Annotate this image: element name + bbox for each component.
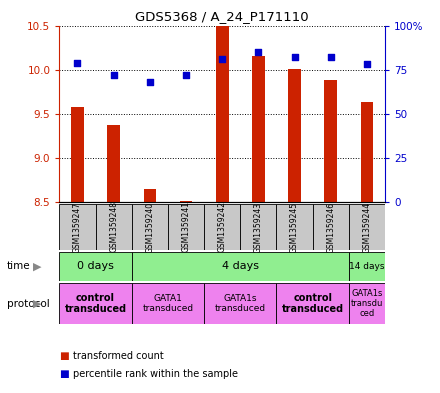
Point: [291, 54, 298, 61]
Text: ■: ■: [59, 369, 69, 379]
Bar: [59, 204, 95, 250]
Text: ▶: ▶: [33, 261, 42, 271]
Point: [255, 49, 262, 55]
Bar: [276, 204, 313, 250]
Bar: [95, 204, 132, 250]
Bar: [324, 80, 337, 202]
Text: control
transduced: control transduced: [65, 293, 127, 314]
Bar: [59, 252, 132, 281]
Bar: [204, 283, 276, 324]
Text: GATA1s
transdu
ced: GATA1s transdu ced: [351, 289, 383, 318]
Bar: [361, 103, 373, 202]
Text: GATA1
transduced: GATA1 transduced: [143, 294, 194, 313]
Bar: [349, 252, 385, 281]
Bar: [71, 107, 84, 202]
Bar: [168, 204, 204, 250]
Bar: [132, 283, 204, 324]
Text: GSM1359243: GSM1359243: [254, 201, 263, 253]
Bar: [107, 125, 120, 202]
Text: GSM1359245: GSM1359245: [290, 201, 299, 253]
Bar: [240, 204, 276, 250]
Point: [327, 54, 334, 61]
Point: [74, 59, 81, 66]
Bar: [313, 204, 349, 250]
Text: GSM1359242: GSM1359242: [218, 202, 227, 252]
Text: GSM1359248: GSM1359248: [109, 202, 118, 252]
Bar: [59, 283, 132, 324]
Bar: [132, 204, 168, 250]
Title: GDS5368 / A_24_P171110: GDS5368 / A_24_P171110: [136, 10, 309, 23]
Point: [110, 72, 117, 78]
Text: percentile rank within the sample: percentile rank within the sample: [73, 369, 238, 379]
Text: ■: ■: [59, 351, 69, 361]
Bar: [349, 204, 385, 250]
Text: protocol: protocol: [7, 299, 49, 309]
Bar: [143, 189, 156, 202]
Text: 14 days: 14 days: [349, 262, 385, 271]
Bar: [204, 204, 240, 250]
Bar: [252, 57, 265, 202]
Text: time: time: [7, 261, 30, 271]
Bar: [180, 200, 192, 202]
Bar: [216, 26, 228, 202]
Bar: [288, 69, 301, 202]
Text: GATA1s
transduced: GATA1s transduced: [215, 294, 266, 313]
Bar: [132, 252, 349, 281]
Text: transformed count: transformed count: [73, 351, 163, 361]
Text: control
transduced: control transduced: [282, 293, 344, 314]
Text: GSM1359241: GSM1359241: [182, 202, 191, 252]
Bar: [276, 283, 349, 324]
Point: [363, 61, 370, 68]
Text: GSM1359246: GSM1359246: [326, 201, 335, 253]
Point: [183, 72, 190, 78]
Point: [219, 56, 226, 62]
Text: 0 days: 0 days: [77, 261, 114, 271]
Point: [147, 79, 154, 85]
Text: GSM1359247: GSM1359247: [73, 201, 82, 253]
Text: 4 days: 4 days: [222, 261, 259, 271]
Text: GSM1359240: GSM1359240: [145, 201, 154, 253]
Text: GSM1359244: GSM1359244: [363, 201, 371, 253]
Text: ▶: ▶: [33, 299, 42, 309]
Bar: [349, 283, 385, 324]
